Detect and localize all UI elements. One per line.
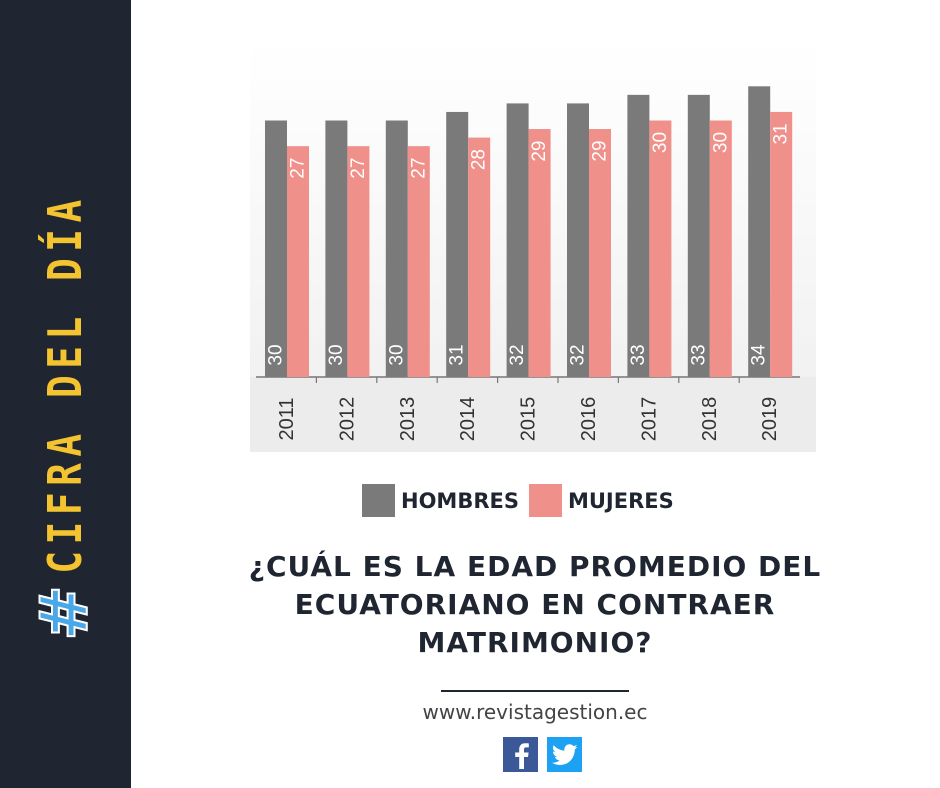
x-tick-label-2018: 2018 (699, 397, 721, 442)
bar-hombres-2014 (446, 111, 469, 377)
value-label-mujeres-2015: 29 (529, 140, 550, 161)
bar-mujeres-2014 (468, 137, 491, 377)
bar-mujeres-2013 (407, 146, 430, 377)
bar-mujeres-2019 (770, 111, 793, 377)
x-tick-label-2014: 2014 (457, 397, 479, 442)
value-label-hombres-2018: 33 (688, 344, 709, 365)
sidebar: # CIFRA DEL DÍA (0, 0, 131, 788)
website-link[interactable]: www.revistagestion.ec (422, 700, 648, 724)
bar-mujeres-2018 (709, 120, 732, 377)
value-label-mujeres-2011: 27 (288, 158, 309, 179)
legend-label-mujeres: MUJERES (567, 488, 674, 513)
value-label-mujeres-2017: 30 (650, 132, 671, 153)
hashtag-icon: # (25, 584, 104, 641)
divider (441, 690, 629, 692)
bar-hombres-2011 (265, 120, 287, 377)
legend-item-hombres: HOMBRES (362, 484, 519, 517)
bar-mujeres-2011 (287, 146, 309, 377)
brand-label: CIFRA DEL DÍA (38, 192, 92, 574)
bar-mujeres-2015 (528, 129, 551, 377)
value-label-mujeres-2019: 31 (771, 123, 792, 144)
twitter-button[interactable] (547, 737, 582, 772)
bar-hombres-2013 (385, 120, 408, 377)
bar-hombres-2016 (567, 103, 589, 378)
chart-legend: HOMBRES MUJERES (362, 484, 684, 517)
bar-hombres-2019 (748, 86, 771, 378)
age-bar-chart: 30 27 30 27 30 27 31 28 32 29 32 29 33 30 33 30 34 31 201… (250, 40, 816, 452)
bar-mujeres-2017 (649, 120, 672, 377)
bar-mujeres-2016 (589, 129, 611, 377)
brand-title: # CIFRA DEL DÍA (25, 109, 104, 642)
facebook-button[interactable] (503, 737, 538, 772)
x-tick-label-2015: 2015 (518, 397, 540, 442)
axis-band (250, 377, 816, 452)
value-label-mujeres-2016: 29 (590, 140, 611, 161)
legend-item-mujeres: MUJERES (528, 484, 674, 517)
value-label-mujeres-2018: 30 (710, 132, 731, 153)
value-label-mujeres-2012: 27 (348, 158, 369, 179)
bar-hombres-2015 (506, 103, 529, 378)
x-tick-label-2011: 2011 (276, 397, 298, 440)
bar-hombres-2018 (687, 94, 710, 377)
value-label-hombres-2011: 30 (266, 344, 287, 365)
x-tick-label-2012: 2012 (336, 397, 358, 442)
question-title: ¿CUÁL ES LA EDAD PROMEDIO DEL ECUATORIAN… (248, 550, 822, 659)
x-tick-label-2016: 2016 (578, 397, 600, 442)
value-label-hombres-2012: 30 (326, 344, 347, 365)
value-label-hombres-2014: 31 (447, 344, 468, 365)
value-label-hombres-2013: 30 (386, 344, 407, 365)
bar-hombres-2012 (325, 120, 348, 377)
value-label-hombres-2019: 34 (749, 344, 770, 366)
facebook-icon (514, 742, 529, 769)
x-tick-label-2017: 2017 (638, 397, 660, 442)
legend-swatch-hombres (362, 484, 395, 517)
bar-mujeres-2012 (347, 146, 370, 377)
social-links (503, 737, 591, 772)
legend-swatch-mujeres (528, 484, 562, 517)
legend-label-hombres: HOMBRES (401, 488, 519, 513)
x-tick-label-2019: 2019 (759, 397, 781, 442)
value-label-mujeres-2014: 28 (469, 149, 490, 170)
value-label-hombres-2016: 32 (568, 344, 589, 365)
value-label-hombres-2017: 33 (628, 344, 649, 365)
value-label-mujeres-2013: 27 (408, 158, 429, 179)
twitter-icon (551, 743, 578, 765)
value-label-hombres-2015: 32 (507, 344, 528, 365)
bar-hombres-2017 (627, 94, 650, 377)
x-tick-label-2013: 2013 (397, 397, 419, 442)
